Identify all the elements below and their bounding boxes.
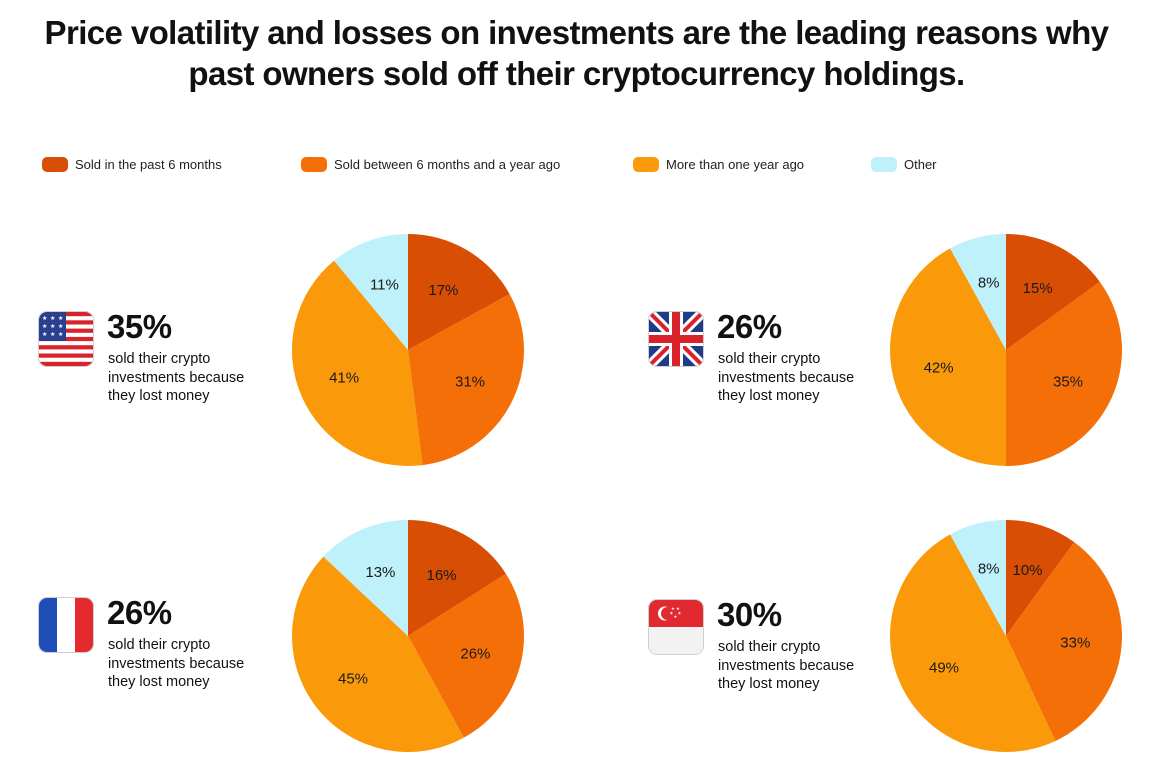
pie-chart-france: 16% 26% 45% 13% [292,520,524,752]
svg-text:★: ★ [50,331,55,338]
svg-text:★: ★ [58,315,63,322]
pie-chart-singapore: 10% 33% 49% 8% [890,520,1123,752]
us-caption: sold their crypto investments because th… [108,351,245,404]
svg-text:★: ★ [58,323,63,330]
slice-label: 41% [329,370,359,387]
france-flag-icon [39,598,93,652]
slice-other [950,234,1006,350]
slice-label: 11% [370,277,399,294]
legend-swatch [42,157,68,172]
chart-title-line-1: Price volatility and losses on investmen… [44,14,1109,51]
slice-other [334,234,408,350]
slice-past-6-months [1006,234,1100,350]
slice-label: 35% [1053,374,1083,391]
slice-other [323,520,408,636]
svg-text:★: ★ [678,611,682,616]
svg-text:★: ★ [50,323,55,330]
legend-swatch [871,157,897,172]
slice-label: 33% [1060,635,1090,652]
legend-item-other: Other [871,157,937,172]
slice-other [950,520,1006,636]
france-big-percentage: 26% [107,594,172,631]
uk-caption: sold their crypto investments because th… [718,351,855,404]
singapore-flag-icon: ★ ★ ★ ★ ★ [649,600,703,654]
legend-label: Sold between 6 months and a year ago [334,157,561,172]
slice-label: 8% [978,275,1000,292]
slice-label: 16% [426,567,456,584]
uk-flag-icon [649,312,703,366]
slice-label: 31% [455,374,485,391]
slice-past-6-months [1006,520,1075,636]
pie-chart-us: 17% 31% 41% 11% [291,234,524,467]
legend-label: More than one year ago [666,157,805,172]
us-big-percentage: 35% [107,308,172,345]
slice-label: 42% [924,359,954,376]
legend: Sold in the past 6 months Sold between 6… [0,157,1153,177]
legend-label: Sold in the past 6 months [75,157,222,172]
legend-item-6-months-to-year: Sold between 6 months and a year ago [301,157,560,172]
slice-label: 15% [1023,280,1053,297]
svg-text:★: ★ [42,331,47,338]
france-caption: sold their crypto investments because th… [108,637,245,690]
slice-label: 26% [460,645,490,662]
slice-6-months-to-year [408,294,524,466]
slice-6-months-to-year [1006,281,1123,466]
slice-past-6-months [408,520,506,636]
slice-label: 13% [365,564,395,581]
slice-past-6-months [408,234,510,350]
singapore-big-percentage: 30% [717,596,782,633]
slice-more-than-year [890,248,1006,466]
slice-more-than-year [890,534,1056,752]
slice-more-than-year [291,260,423,467]
svg-text:★: ★ [42,323,47,330]
svg-text:★: ★ [42,315,47,322]
svg-text:★: ★ [671,606,675,611]
slice-6-months-to-year [1006,542,1123,741]
svg-text:★: ★ [676,606,680,611]
slice-more-than-year [292,556,464,752]
chart-title: Price volatility and losses on investmen… [0,12,1153,94]
slice-label: 8% [978,561,1000,578]
singapore-caption: sold their crypto investments because th… [718,639,855,692]
svg-text:★: ★ [674,614,678,619]
legend-item-more-than-year: More than one year ago [633,157,804,172]
legend-swatch [301,157,327,172]
legend-item-past-6-months: Sold in the past 6 months [42,157,222,172]
slice-label: 45% [338,671,368,688]
us-flag-icon: ★ ★ ★ ★ ★ ★ ★ ★ ★ [39,312,93,366]
svg-text:★: ★ [58,331,63,338]
slice-label: 49% [929,660,959,677]
slice-6-months-to-year [408,573,524,738]
svg-text:★: ★ [50,315,55,322]
slice-label: 10% [1012,562,1042,579]
slice-label: 17% [428,282,458,299]
svg-text:★: ★ [670,611,674,616]
legend-swatch [633,157,659,172]
chart-title-line-2: past owners sold off their cryptocurrenc… [188,55,965,92]
uk-big-percentage: 26% [717,308,782,345]
legend-label: Other [904,157,937,172]
pie-chart-uk: 15% 35% 42% 8% [890,234,1123,466]
